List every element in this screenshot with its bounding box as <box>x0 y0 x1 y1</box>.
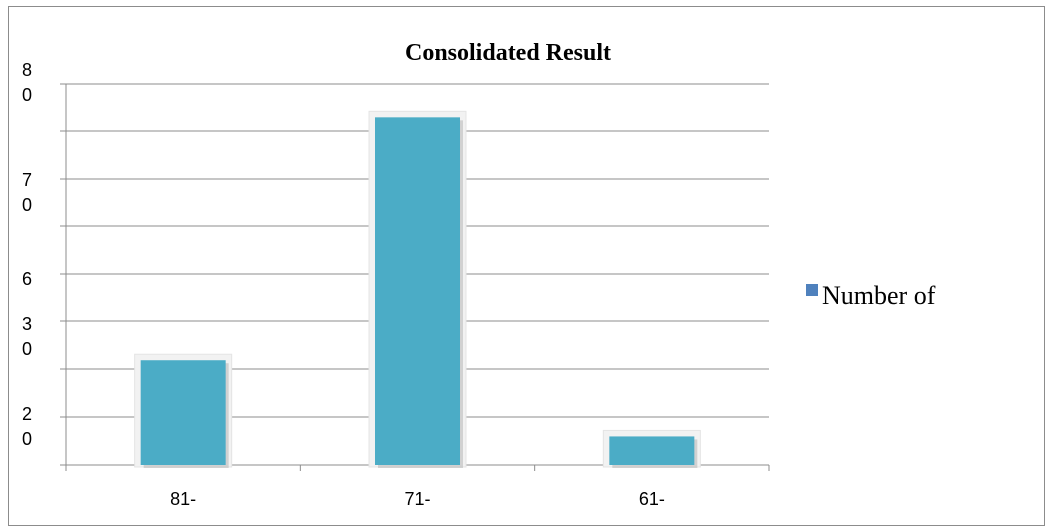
y-tick-label-line: 0 <box>22 195 32 215</box>
legend-label: Number of <box>822 281 936 310</box>
y-axis-tick-labels: 8 07 063 02 0 <box>22 60 32 449</box>
bar-chart: Consolidated Result 8 07 063 02 0 81- 71- 61- … <box>22 40 936 508</box>
y-tick-label-line: 6 <box>22 269 32 289</box>
y-tick-label-line: 0 <box>22 339 32 359</box>
y-tick-label-line: 2 <box>22 404 32 424</box>
legend: Number of <box>806 281 936 310</box>
bar <box>609 436 695 465</box>
x-category-label: 61- <box>639 489 665 508</box>
bar <box>140 360 226 465</box>
y-tick-label-line: 7 <box>22 170 32 190</box>
y-tick-label-line: 3 <box>22 314 32 334</box>
bars <box>134 110 701 469</box>
legend-marker <box>806 284 818 296</box>
bar <box>375 117 460 466</box>
x-category-label: 81- <box>170 489 196 508</box>
x-category-label: 71- <box>404 489 430 508</box>
y-tick-label-line: 0 <box>22 429 32 449</box>
x-axis-labels: 81- 71- 61- <box>170 489 665 508</box>
y-tick-label-line: 8 <box>22 60 32 80</box>
y-tick-label: 6 <box>22 269 32 289</box>
chart-title: Consolidated Result <box>405 40 611 66</box>
y-tick-label-line: 0 <box>22 85 32 105</box>
